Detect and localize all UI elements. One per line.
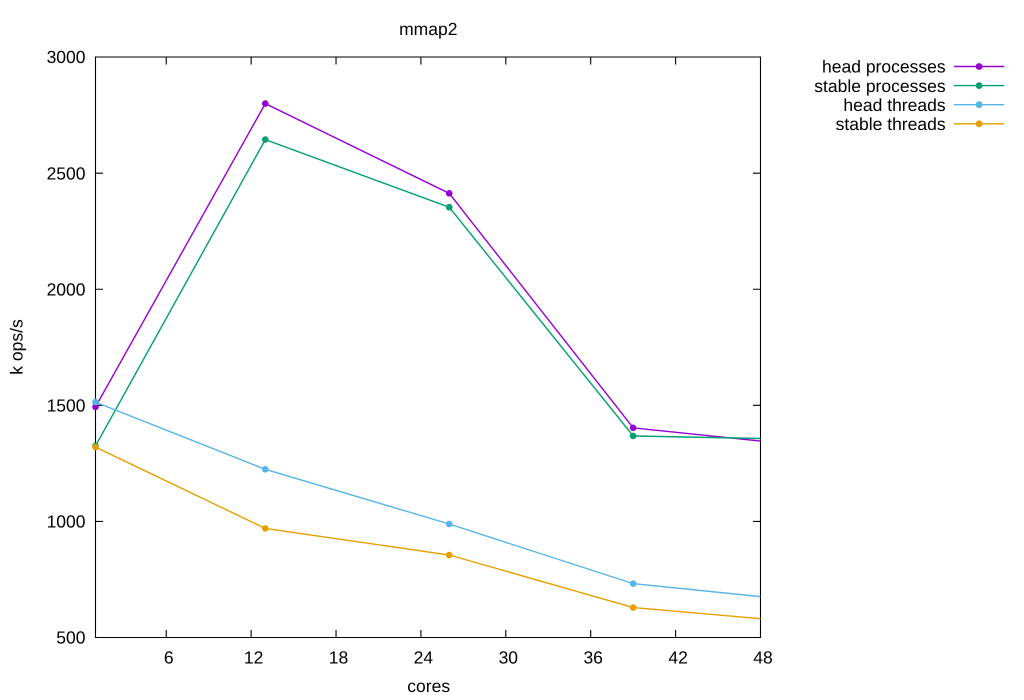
svg-text:1000: 1000	[47, 512, 86, 532]
svg-text:24: 24	[414, 648, 434, 668]
svg-text:3000: 3000	[47, 47, 86, 67]
svg-text:30: 30	[499, 648, 519, 668]
svg-text:6: 6	[164, 648, 174, 668]
svg-text:1500: 1500	[47, 396, 86, 416]
svg-text:2000: 2000	[47, 280, 86, 300]
svg-text:36: 36	[583, 648, 602, 668]
svg-text:stable processes: stable processes	[814, 76, 946, 96]
svg-text:48: 48	[753, 648, 772, 668]
svg-text:2500: 2500	[47, 163, 86, 183]
svg-text:k ops/s: k ops/s	[7, 319, 27, 375]
svg-text:cores: cores	[407, 676, 450, 696]
svg-text:head processes: head processes	[822, 57, 946, 77]
svg-text:12: 12	[244, 648, 263, 668]
svg-text:stable threads: stable threads	[836, 114, 946, 134]
svg-text:42: 42	[668, 648, 687, 668]
svg-text:18: 18	[329, 648, 348, 668]
svg-text:500: 500	[56, 628, 85, 648]
svg-text:head threads: head threads	[843, 95, 945, 115]
svg-text:mmap2: mmap2	[399, 19, 457, 39]
